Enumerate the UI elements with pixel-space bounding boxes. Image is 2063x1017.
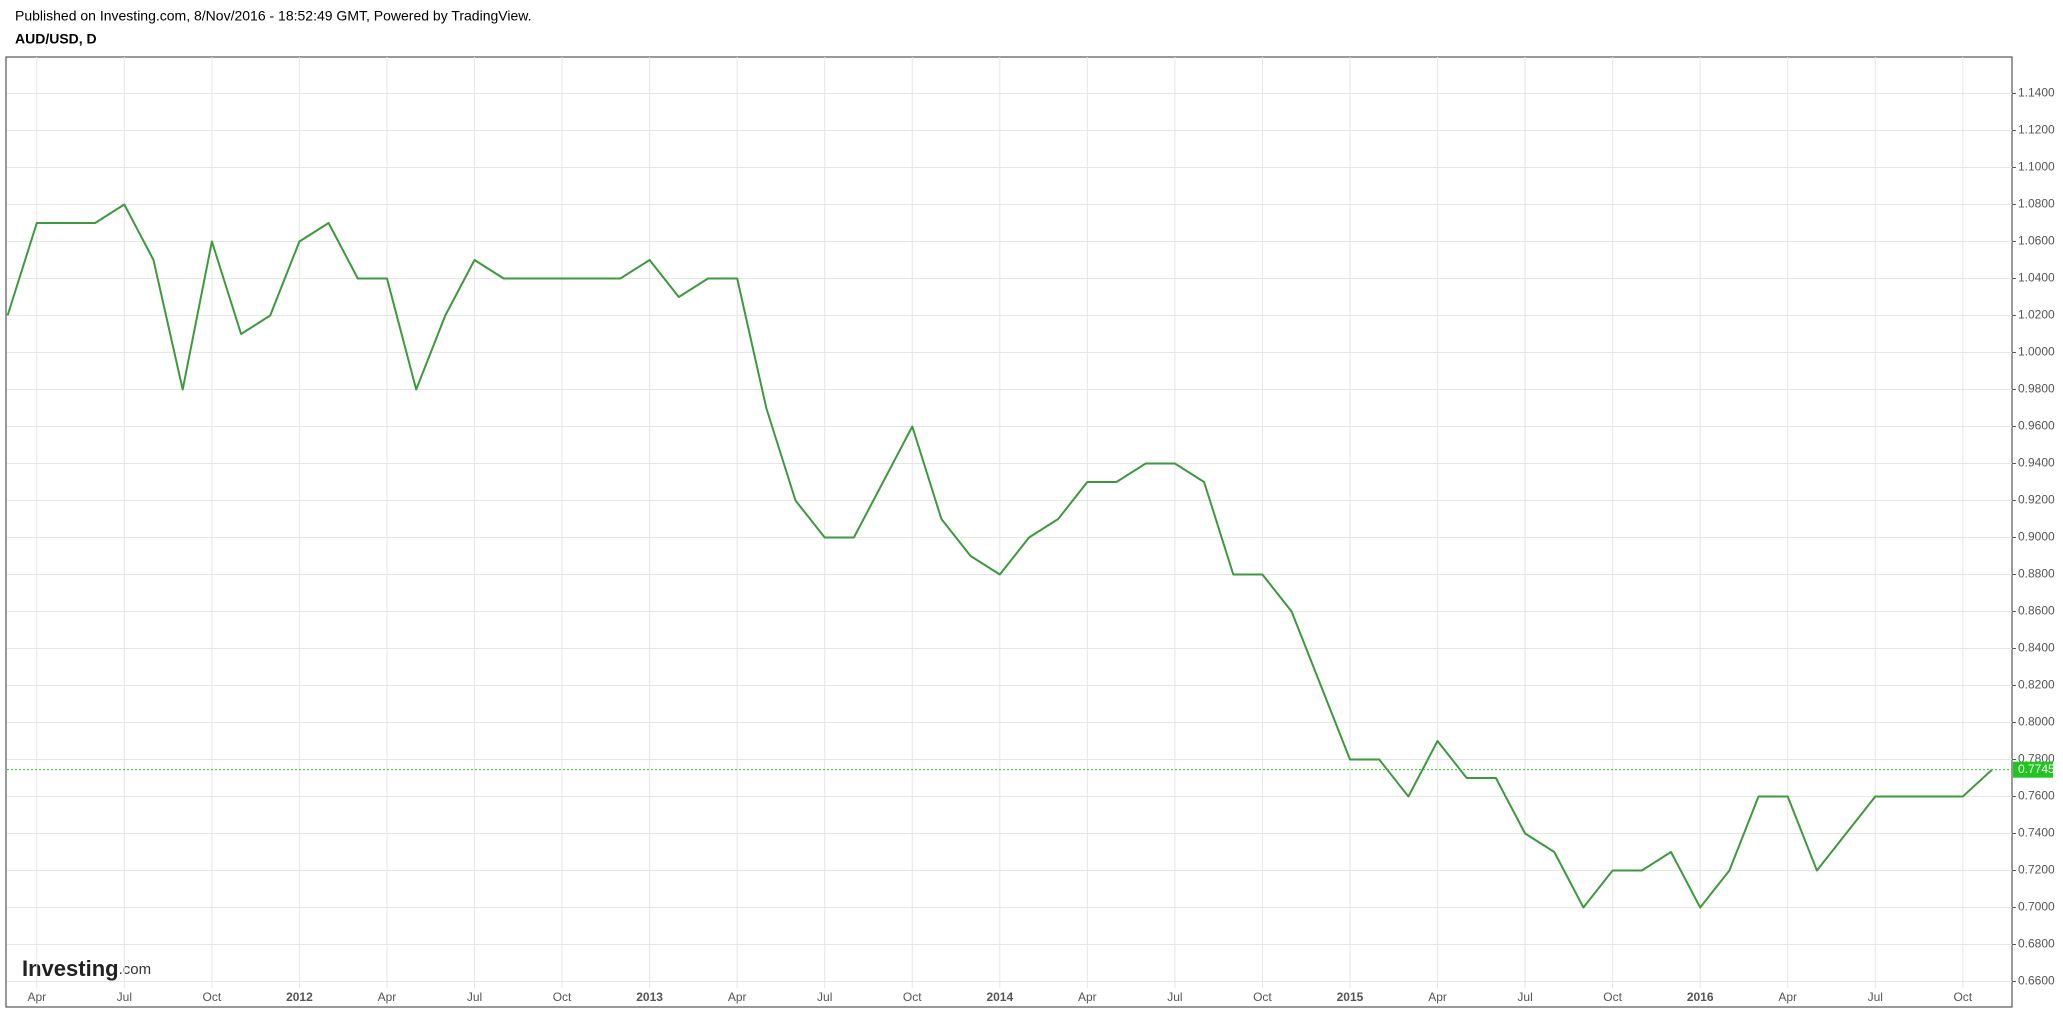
- x-tick-label: Apr: [1428, 990, 1447, 1004]
- last-price-badge: [2013, 761, 2053, 778]
- y-tick-label: 0.7200: [2018, 863, 2055, 877]
- x-tick-label: Apr: [378, 990, 397, 1004]
- y-tick-label: 0.9400: [2018, 456, 2055, 470]
- x-tick-label: Oct: [1953, 990, 1972, 1004]
- y-tick-label: 0.7600: [2018, 789, 2055, 803]
- x-tick-label: Oct: [1603, 990, 1622, 1004]
- y-tick-label: 0.6600: [2018, 974, 2055, 988]
- x-tick-label: 2016: [1687, 990, 1714, 1004]
- x-tick-label: Apr: [1778, 990, 1797, 1004]
- y-tick-label: 1.0200: [2018, 308, 2055, 322]
- y-tick-label: 0.8800: [2018, 567, 2055, 581]
- x-tick-label: Apr: [27, 990, 46, 1004]
- y-tick-label: 0.8600: [2018, 604, 2055, 618]
- x-tick-label: Jul: [117, 990, 132, 1004]
- header: Published on Investing.com, 8/Nov/2016 -…: [15, 8, 531, 24]
- x-tick-label: 2015: [1337, 990, 1364, 1004]
- x-tick-label: Apr: [728, 990, 747, 1004]
- y-tick-label: 0.8200: [2018, 678, 2055, 692]
- y-tick-label: 0.9600: [2018, 419, 2055, 433]
- y-tick-label: 0.8400: [2018, 641, 2055, 655]
- y-tick-label: 0.6800: [2018, 937, 2055, 951]
- x-tick-label: Jul: [1167, 990, 1182, 1004]
- y-tick-label: 0.7000: [2018, 900, 2055, 914]
- logo: Investing.com: [22, 956, 151, 981]
- grid: [7, 57, 2012, 988]
- y-tick-label: 0.9000: [2018, 530, 2055, 544]
- y-tick-label: 0.8000: [2018, 715, 2055, 729]
- x-tick-label: Jul: [1868, 990, 1883, 1004]
- x-tick-label: Jul: [467, 990, 482, 1004]
- y-tick-label: 1.0800: [2018, 197, 2055, 211]
- y-tick-label: 1.1000: [2018, 160, 2055, 174]
- logo-main: Investing: [22, 956, 119, 981]
- chart-title: AUD/USD, D: [15, 31, 97, 47]
- price-line: [6, 203, 1993, 909]
- x-tick-label: Apr: [1078, 990, 1097, 1004]
- y-tick-label: 1.0600: [2018, 234, 2055, 248]
- plot-frame: [5, 56, 2013, 1008]
- x-tick-label: 2012: [286, 990, 313, 1004]
- x-tick-label: 2013: [636, 990, 663, 1004]
- last-price-label: 0.7745: [2018, 762, 2055, 776]
- y-tick-label: 1.0000: [2018, 345, 2055, 359]
- y-tick-label: 0.9200: [2018, 493, 2055, 507]
- y-tick-label: 0.7400: [2018, 826, 2055, 840]
- y-tick-label: 1.1200: [2018, 123, 2055, 137]
- y-tick-label: 0.9800: [2018, 382, 2055, 396]
- x-tick-label: Oct: [553, 990, 572, 1004]
- x-tick-label: Jul: [1517, 990, 1532, 1004]
- y-tick-label: 1.1400: [2018, 86, 2055, 100]
- x-tick-label: 2014: [986, 990, 1013, 1004]
- logo-suffix: .com: [119, 961, 152, 978]
- x-tick-label: Oct: [903, 990, 922, 1004]
- x-tick-label: Jul: [817, 990, 832, 1004]
- x-tick-label: Oct: [203, 990, 222, 1004]
- x-tick-label: Oct: [1253, 990, 1272, 1004]
- y-tick-label: 1.0400: [2018, 271, 2055, 285]
